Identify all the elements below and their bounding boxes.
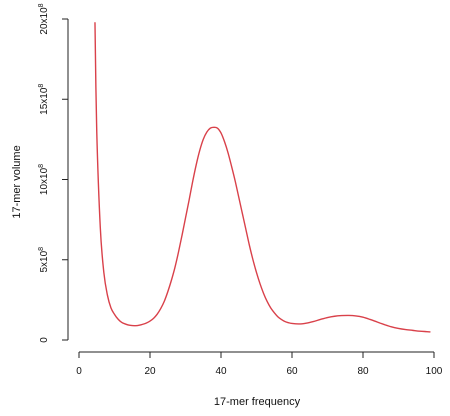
x-tick-label: 80: [357, 366, 369, 377]
plot-area: [94, 22, 431, 333]
y-tick-label: 5x108: [38, 247, 50, 273]
x-tick-label: 40: [215, 366, 227, 377]
x-tick-label: 100: [426, 366, 443, 377]
kmer-volume-curve: [94, 22, 431, 333]
y-tick-label: 0: [39, 337, 50, 343]
y-axis-title: 17-mer volume: [11, 145, 23, 218]
x-axis: 0 20 40 60 80 100: [76, 351, 443, 377]
x-axis-title: 17-mer frequency: [214, 396, 301, 408]
y-tick-label: 10x108: [38, 164, 50, 195]
y-tick-label: 20x108: [38, 3, 50, 34]
x-tick-label: 0: [76, 366, 82, 377]
x-tick-label: 20: [144, 366, 156, 377]
y-axis: 0 5x108 10x108 15x108 20x108: [38, 3, 69, 343]
x-tick-label: 60: [286, 366, 298, 377]
y-tick-label: 15x108: [38, 84, 50, 115]
